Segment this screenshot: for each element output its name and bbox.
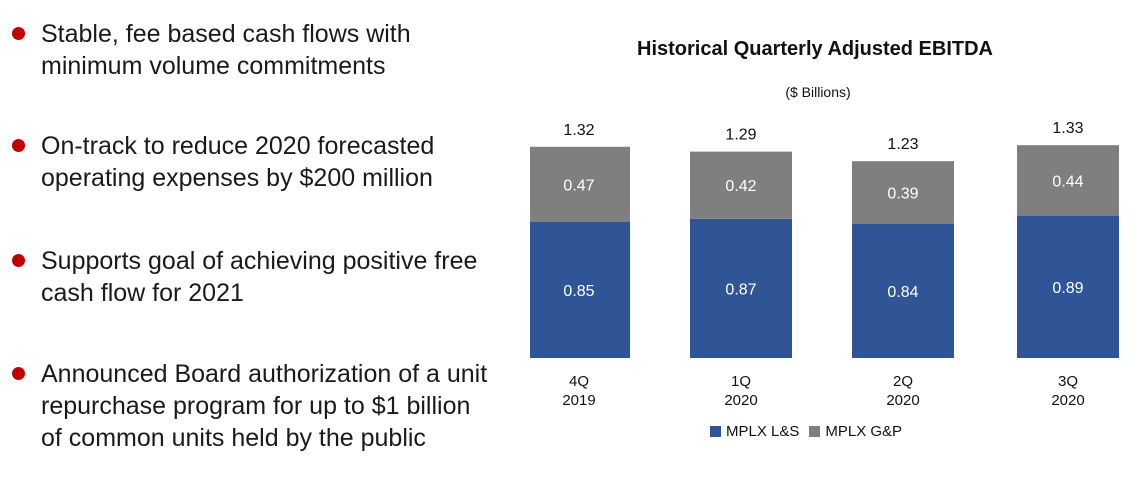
bullet-dot-icon: [12, 367, 25, 380]
bar-segment-ls: [690, 218, 792, 358]
chart-subtitle: ($ Billions): [785, 84, 851, 100]
data-label-gp: 0.44: [1052, 173, 1083, 190]
x-tick-label: 4Q: [569, 373, 589, 390]
bar-segment-ls: [530, 222, 630, 358]
bar-segment-ls: [852, 223, 954, 358]
data-label-gp: 0.47: [563, 177, 594, 194]
x-tick-label: 2Q: [893, 373, 913, 390]
bullet-text: Stable, fee based cash flows with minimu…: [41, 20, 411, 80]
x-tick-label: 2020: [886, 392, 919, 409]
bar-segment-ls: [1017, 215, 1119, 358]
legend-label-gp: MPLX G&P: [825, 423, 903, 440]
data-label-gp: 0.39: [887, 185, 918, 202]
bar-segment-gp: [690, 151, 792, 219]
legend-swatch-ls: [710, 426, 721, 437]
bar-segment-gp: [1017, 145, 1119, 216]
bullet-item: On-track to reduce 2020 forecasted opera…: [12, 130, 434, 194]
bullet-text: On-track to reduce 2020 forecasted opera…: [41, 132, 435, 192]
chart-title: Historical Quarterly Adjusted EBITDA: [637, 38, 993, 60]
total-label: 1.32: [563, 122, 594, 139]
total-label: 1.29: [725, 127, 756, 144]
bullet-dot-icon: [12, 27, 25, 40]
total-label: 1.33: [1052, 120, 1083, 137]
x-tick-label: 3Q: [1058, 373, 1078, 390]
bullet-text: Supports goal of achieving positive free…: [41, 247, 478, 307]
total-label: 1.23: [887, 136, 918, 153]
x-tick-label: 2019: [562, 392, 595, 409]
data-label-ls: 0.89: [1052, 280, 1083, 297]
bullet-dot-icon: [12, 139, 25, 152]
legend-label-ls: MPLX L&S: [726, 423, 800, 440]
x-tick-label: 2020: [724, 392, 757, 409]
bullet-text: Announced Board authorization of a unit …: [41, 360, 488, 452]
chart-plot: 0.85 0.47 1.32 4Q 2019 0.87 0.42 1.29 1Q 2020 0.84…: [530, 120, 1119, 409]
x-tick-label: 2020: [1051, 392, 1084, 409]
ebitda-chart: Historical Quarterly Adjusted EBITDA ($ …: [530, 0, 1139, 477]
data-label-ls: 0.84: [887, 284, 918, 301]
bullet-item: Stable, fee based cash flows with minimu…: [12, 18, 411, 82]
bar-segment-gp: [852, 161, 954, 224]
bullet-item: Announced Board authorization of a unit …: [12, 358, 487, 454]
bar-segment-gp: [530, 146, 630, 222]
bullet-dot-icon: [12, 254, 25, 267]
bullet-list: Stable, fee based cash flows with minimu…: [0, 0, 530, 477]
bullet-item: Supports goal of achieving positive free…: [12, 245, 477, 309]
data-label-gp: 0.42: [725, 178, 756, 195]
legend-swatch-gp: [809, 426, 821, 437]
chart-legend: MPLX L&S MPLX G&P: [710, 423, 912, 440]
data-label-ls: 0.85: [563, 283, 594, 300]
data-label-ls: 0.87: [725, 281, 756, 298]
legend-item-ls: MPLX L&S: [710, 423, 799, 440]
legend-item-gp: MPLX G&P: [809, 423, 902, 440]
x-tick-label: 1Q: [731, 373, 751, 390]
